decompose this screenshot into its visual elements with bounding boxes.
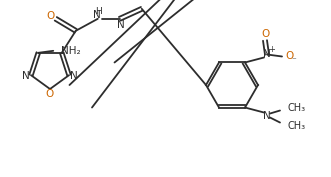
Text: O: O [261,30,269,39]
Text: ⁻: ⁻ [292,56,296,65]
Text: O: O [46,89,54,99]
Text: H: H [95,7,102,16]
Text: N: N [70,71,78,81]
Text: O: O [285,52,293,61]
Text: N: N [263,50,271,59]
Text: N: N [22,71,30,81]
Text: N: N [263,110,271,121]
Text: N: N [117,20,125,30]
Text: +: + [268,45,275,54]
Text: CH₃: CH₃ [288,121,306,130]
Text: NH₂: NH₂ [61,46,81,56]
Text: O: O [47,11,55,21]
Text: N: N [93,10,101,20]
Text: CH₃: CH₃ [288,102,306,113]
